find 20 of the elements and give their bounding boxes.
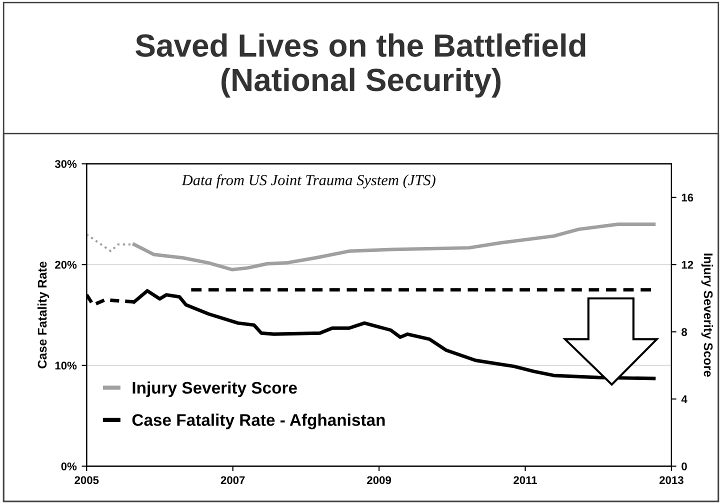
x-tick-label: 2009 xyxy=(367,476,391,484)
y-tick-label: 0% xyxy=(61,462,77,470)
y2-tick-label: 12 xyxy=(682,260,694,269)
y2-tick-label: 8 xyxy=(682,328,688,336)
chart-title: Saved Lives on the Battlefield (National Security) xyxy=(136,33,586,98)
y2-tick-label: 0 xyxy=(682,462,687,470)
x-tick-label: 2005 xyxy=(74,476,99,484)
x-tick-label: 2007 xyxy=(220,476,245,484)
x-tick-label: 2013 xyxy=(659,476,684,484)
y-tick-label: 20% xyxy=(55,260,77,269)
legend-label: Case Fatality Rate - Afghanistan xyxy=(132,414,385,430)
y2-tick-label: 16 xyxy=(682,194,694,202)
annotation: Data from US Joint Trauma System (JTS) xyxy=(182,174,436,188)
legend-label: Injury Severity Score xyxy=(132,381,297,398)
y2-tick-label: 4 xyxy=(681,395,688,404)
y-tick-label: 30% xyxy=(54,160,77,168)
y-axis-title: Case Fatality Rate xyxy=(37,262,50,368)
x-tick-label: 2011 xyxy=(514,476,537,484)
y-tick-label: 10% xyxy=(55,362,77,370)
y2-axis-title: Injury Severity Score xyxy=(701,254,713,377)
